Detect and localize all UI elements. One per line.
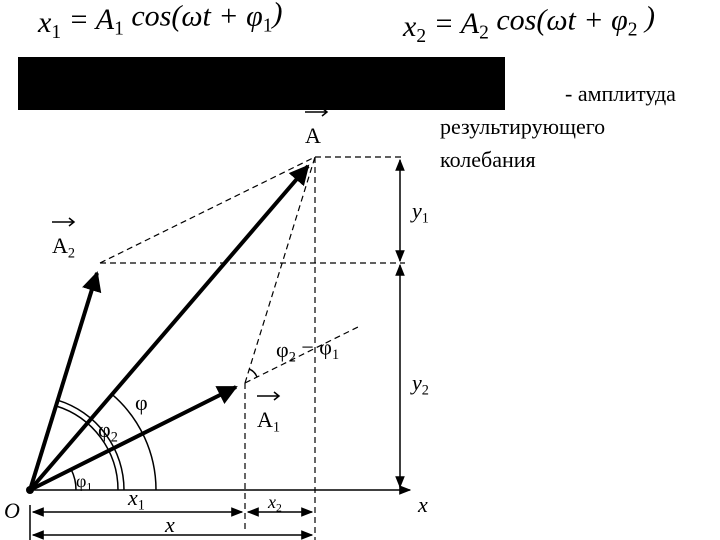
text-part: cos(ωt + φ [489, 4, 628, 37]
text-part: φ [276, 337, 289, 362]
subscript: 2 [422, 382, 429, 398]
text-part: = A [61, 3, 115, 36]
label: x [417, 492, 428, 517]
subscript: 1 [332, 347, 339, 363]
text-part: x [402, 10, 417, 43]
subscript: 1 [422, 210, 429, 226]
text-part: A [257, 407, 273, 432]
vec-sign [305, 107, 329, 117]
text-part: x [164, 512, 175, 537]
formula-x1: x1 = A1 cos(ωt + φ1) [37, 0, 282, 43]
vector-a [28, 164, 310, 492]
label: φ [135, 390, 148, 415]
formula-x2: x2 = A2 cos(ωt + φ2 ) [402, 1, 655, 47]
text-part: ) [270, 0, 282, 30]
subscript: 1 [51, 22, 61, 43]
text-part: x [417, 492, 428, 517]
dashed [244, 325, 361, 384]
label: φ2 − φ1 [276, 335, 339, 366]
subscript: 2 [416, 26, 426, 47]
text-part: y [410, 370, 422, 395]
label: x [164, 512, 175, 537]
angle-arc [248, 368, 258, 378]
subscript: 2 [289, 349, 296, 365]
label: A2 [52, 233, 75, 261]
angle-arc [111, 393, 157, 491]
text-part: ) [637, 1, 655, 34]
subscript: 2 [479, 23, 489, 44]
subscript: 1 [86, 481, 92, 494]
note-line: колебания [440, 147, 536, 172]
label: O [4, 498, 20, 523]
vector-a1 [29, 385, 238, 492]
diagram [26, 107, 412, 540]
vector-a2 [28, 271, 102, 491]
label: y1 [410, 198, 429, 226]
subscript: 1 [138, 497, 145, 513]
text-part: φ [98, 417, 111, 442]
text-part: x [37, 6, 52, 39]
label: x1 [127, 485, 145, 513]
label: A [305, 123, 321, 148]
note-line: результирующего [440, 114, 605, 139]
label: x2 [267, 492, 282, 515]
subscript: 2 [68, 245, 75, 261]
text-part: cos(ωt + φ [124, 0, 263, 33]
text-part: φ [76, 471, 86, 491]
label: A1 [257, 407, 280, 435]
note-line: - амплитуда [565, 81, 676, 106]
vec-sign [257, 391, 281, 401]
text-part: φ [135, 390, 148, 415]
label: y2 [410, 370, 429, 398]
subscript: 1 [114, 19, 124, 40]
text-part: − φ [296, 335, 332, 360]
text-part: y [410, 198, 422, 223]
angle-arc [57, 399, 125, 491]
subscript: 2 [276, 502, 282, 515]
label: φ1 [76, 471, 92, 494]
label: φ2 [98, 417, 118, 445]
text-part: O [4, 498, 20, 523]
subscript: 2 [111, 429, 118, 445]
dashed [99, 156, 316, 264]
text-part: x [267, 492, 276, 512]
text-part: x [127, 485, 138, 510]
subscript: 1 [273, 419, 280, 435]
vec-sign [52, 217, 76, 227]
origin [26, 486, 34, 494]
angle-arc [55, 405, 119, 491]
text-part: = A [426, 7, 480, 40]
text-part: A [52, 233, 68, 258]
text-part: A [305, 123, 321, 148]
black-box [18, 57, 505, 110]
subscript: 2 [628, 20, 638, 41]
subscript: 1 [263, 16, 273, 37]
